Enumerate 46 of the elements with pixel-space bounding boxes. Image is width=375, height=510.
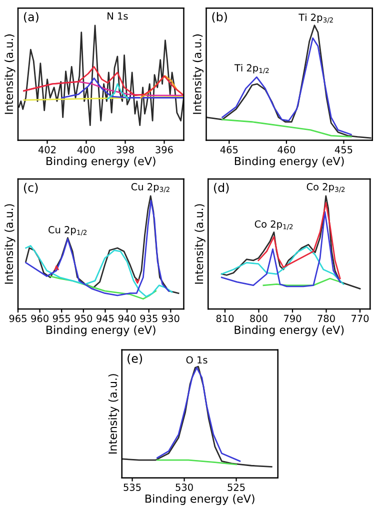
annotation: Ti 2p$_{3/2}$ xyxy=(298,13,333,24)
y-axis-title: Intensity (a.u.) xyxy=(108,374,120,454)
x-tick-label: 935 xyxy=(140,314,158,322)
x-tick-label: 940 xyxy=(118,314,136,322)
chart-title: (c) xyxy=(24,182,38,194)
x-tick-label: 960 xyxy=(31,314,48,322)
annotation: Cu 2p$_{1/2}$ xyxy=(48,226,87,236)
x-tick-label: 402 xyxy=(38,146,56,154)
x-tick-label: 396 xyxy=(156,146,173,154)
x-axis-title: Binding energy (eV) xyxy=(234,325,344,336)
annotation: Co 2p$_{3/2}$ xyxy=(306,183,345,192)
x-tick-label: 955 xyxy=(52,314,70,322)
x-tick-label: 455 xyxy=(334,146,352,154)
x-tick-label: 930 xyxy=(162,314,180,322)
x-axis-title: Binding energy (eV) xyxy=(146,494,254,505)
x-tick-label: 810 xyxy=(216,314,234,322)
x-tick-label: 535 xyxy=(124,484,141,491)
x-tick-label: 530 xyxy=(176,484,193,491)
annotation: Cu 2p$_{3/2}$ xyxy=(131,183,170,192)
chart-title: (d) xyxy=(214,182,229,194)
x-tick-label: 800 xyxy=(250,314,268,322)
x-tick-label: 460 xyxy=(278,146,296,154)
y-axis-title: Intensity (a.u.) xyxy=(4,34,16,114)
chart-title: (e) xyxy=(128,354,142,364)
x-tick-label: 945 xyxy=(96,314,114,322)
chart-title: (b) xyxy=(212,12,227,23)
x-tick-label: 770 xyxy=(352,314,369,322)
chart-title: (a) xyxy=(24,12,38,23)
x-tick-label: 400 xyxy=(77,146,95,154)
x-axis-title: Binding energy (eV) xyxy=(46,325,156,336)
annotation: Ti 2p$_{1/2}$ xyxy=(234,64,269,74)
annotation: O 1s xyxy=(186,356,208,364)
x-axis-title: Binding energy (eV) xyxy=(46,156,156,168)
text: N 1s xyxy=(108,12,128,20)
x-tick-label: 525 xyxy=(228,484,245,491)
x-axis-title: Binding energy (eV) xyxy=(234,156,344,168)
y-axis-title: Intensity (a.u.) xyxy=(194,204,206,284)
x-tick-label: 398 xyxy=(116,146,134,154)
x-tick-label: 950 xyxy=(74,314,92,322)
x-tick-label: 790 xyxy=(284,314,302,322)
y-axis-title: Intensity (a.u.) xyxy=(192,34,204,114)
x-tick-label: 465 xyxy=(220,146,238,154)
annotation: Co 2p$_{1/2}$ xyxy=(254,220,293,230)
y-axis-title: Intensity (a.u.) xyxy=(4,204,16,284)
x-tick-label: 780 xyxy=(318,314,335,322)
x-tick-label: 965 xyxy=(9,314,26,322)
